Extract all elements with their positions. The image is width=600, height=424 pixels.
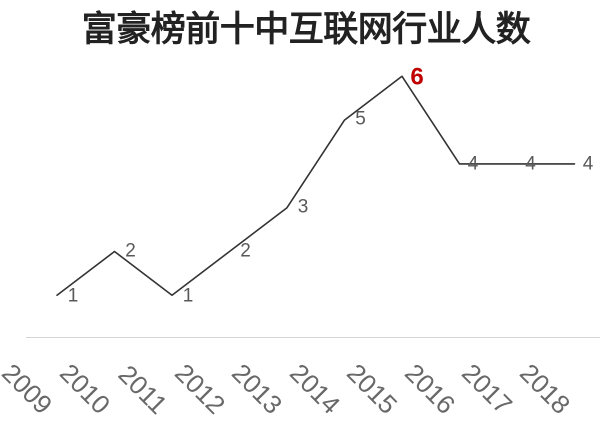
svg-text:6: 6 [410,64,423,91]
